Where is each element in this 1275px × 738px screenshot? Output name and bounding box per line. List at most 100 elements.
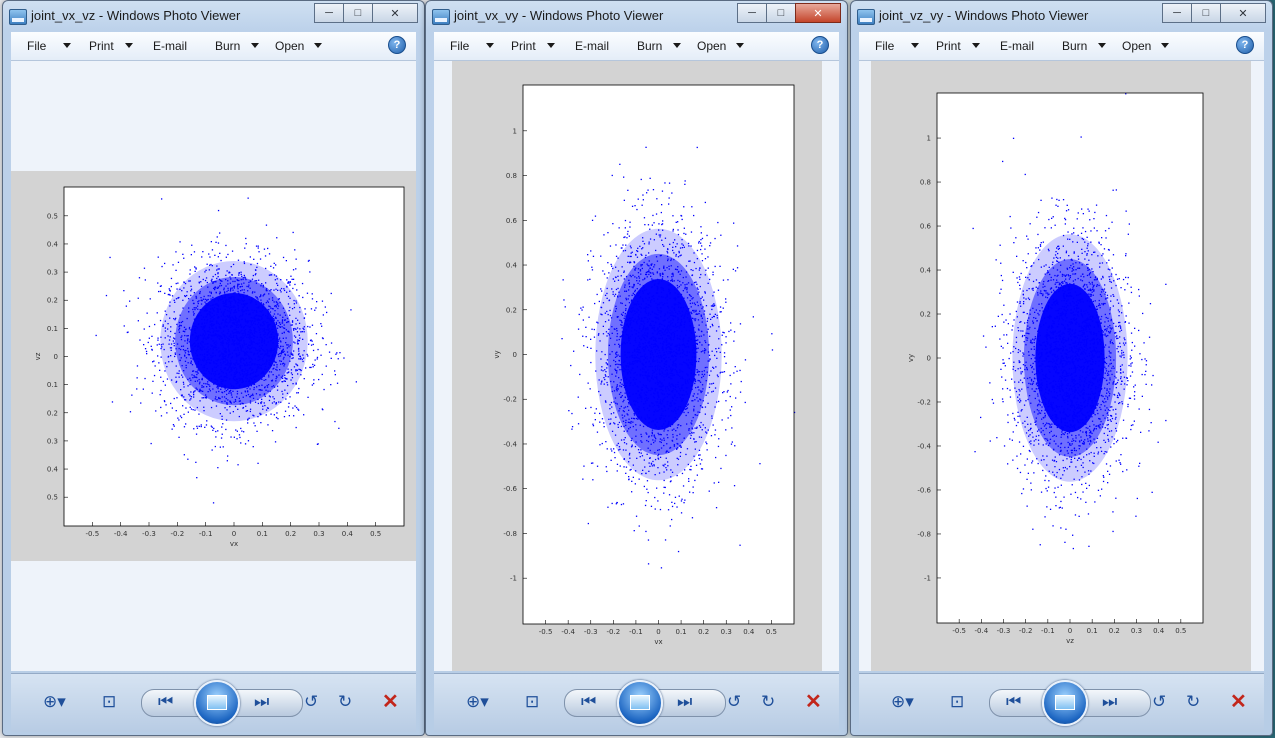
scatter-point [146, 353, 148, 355]
scatter-point [624, 236, 626, 238]
rotate-counterclockwise-icon[interactable]: ↺ [304, 692, 319, 711]
scatter-point [727, 279, 729, 281]
slideshow-icon[interactable] [194, 680, 240, 726]
scatter-point [725, 362, 727, 364]
scatter-point [706, 234, 708, 237]
scatter-point [217, 242, 220, 244]
scatter-point [336, 352, 338, 354]
scatter-point [302, 338, 304, 340]
scatter-point [624, 396, 626, 398]
menu-burn[interactable]: Burn [215, 39, 241, 53]
photo-viewer-window-1[interactable]: joint_vx_vz - Windows Photo Viewer ─ □ ✕… [2, 0, 425, 736]
scatter-point [604, 353, 606, 356]
scatter-point [730, 414, 732, 417]
scatter-point [279, 369, 281, 371]
scatter-point [286, 321, 288, 324]
menu-email[interactable]: E-mail [153, 39, 188, 53]
minimize-button[interactable]: ─ [314, 3, 344, 23]
scatter-point [619, 163, 621, 165]
scatter-point [592, 479, 594, 481]
scatter-point [629, 469, 631, 471]
scatter-point [188, 354, 190, 356]
actual-size-icon[interactable]: ⊡ [102, 692, 117, 711]
chevron-down-icon[interactable] [314, 43, 322, 48]
menu-print[interactable]: Print [89, 39, 114, 53]
chevron-down-icon[interactable] [736, 43, 744, 48]
scatter-point [272, 385, 275, 387]
scatter-point [249, 256, 251, 258]
scatter-point [613, 359, 615, 362]
scatter-point [701, 429, 703, 431]
chevron-down-icon[interactable] [63, 43, 71, 48]
help-icon[interactable]: ? [811, 36, 829, 54]
scatter-point [716, 351, 718, 353]
scatter-point [312, 343, 314, 346]
scatter-point [615, 266, 617, 268]
zoom-icon[interactable]: ⊕▾ [43, 692, 66, 711]
scatter-point [615, 369, 617, 371]
scatter-point [260, 422, 262, 424]
menu-open[interactable]: Open [275, 39, 305, 53]
scatter-point [692, 416, 694, 419]
chevron-down-icon[interactable] [547, 43, 555, 48]
scatter-point [618, 227, 620, 229]
scatter-point [277, 320, 279, 322]
delete-icon[interactable]: ✕ [382, 691, 399, 713]
chevron-down-icon[interactable] [673, 43, 681, 48]
scatter-point [659, 438, 662, 440]
scatter-point [648, 436, 650, 438]
next-icon[interactable]: ⏭ [254, 692, 270, 711]
menu-open[interactable]: Open [697, 39, 727, 53]
scatter-point [618, 338, 620, 341]
scatter-point [262, 295, 264, 297]
scatter-point [241, 289, 243, 291]
photo-viewer-window-2[interactable]: joint_vx_vy - Windows Photo Viewer ─ □ ✕… [425, 0, 848, 736]
close-button[interactable]: ✕ [795, 3, 841, 23]
previous-icon[interactable]: ⏮ [158, 692, 174, 711]
minimize-button[interactable]: ─ [737, 3, 767, 23]
maximize-button[interactable]: □ [766, 3, 796, 23]
menu-burn[interactable]: Burn [637, 39, 663, 53]
scatter-point [159, 290, 162, 293]
scatter-point [680, 512, 683, 514]
scatter-point [287, 321, 289, 323]
scatter-point [672, 433, 674, 436]
scatter-point [691, 298, 693, 300]
scatter-point [192, 392, 195, 394]
chevron-down-icon[interactable] [125, 43, 133, 48]
chevron-down-icon[interactable] [251, 43, 259, 48]
title-bar[interactable]: joint_vx_vy - Windows Photo Viewer ─ □ ✕ [426, 1, 847, 31]
menu-email[interactable]: E-mail [575, 39, 610, 53]
scatter-point [295, 323, 297, 325]
scatter-point [611, 174, 613, 177]
menu-file[interactable]: File [450, 39, 470, 53]
maximize-button[interactable]: □ [343, 3, 373, 23]
scatter-point [678, 270, 680, 273]
scatter-point [183, 383, 185, 385]
help-icon[interactable]: ? [388, 36, 406, 54]
scatter-point [190, 391, 192, 393]
title-bar[interactable]: joint_vx_vz - Windows Photo Viewer ─ □ ✕ [3, 1, 424, 31]
scatter-point [275, 380, 277, 382]
chevron-down-icon[interactable] [486, 43, 494, 48]
rotate-clockwise-icon[interactable]: ↻ [338, 692, 353, 711]
scatter-point [183, 413, 185, 415]
scatter-point [623, 399, 625, 401]
scatter-point [695, 310, 697, 313]
scatter-point [259, 258, 262, 260]
scatter-point [680, 425, 682, 427]
menu-print[interactable]: Print [511, 39, 536, 53]
scatter-point [583, 345, 585, 347]
scatter-point [268, 274, 271, 276]
scatter-point [171, 428, 173, 430]
menu-file[interactable]: File [27, 39, 47, 53]
scatter-point [199, 389, 201, 391]
scatter-point [240, 271, 242, 273]
scatter-point [254, 425, 256, 427]
scatter-point [633, 261, 635, 263]
scatter-point [225, 244, 227, 247]
close-button[interactable]: ✕ [372, 3, 418, 23]
scatter-point [180, 394, 183, 396]
scatter-point [733, 331, 736, 333]
scatter-point [735, 397, 737, 399]
